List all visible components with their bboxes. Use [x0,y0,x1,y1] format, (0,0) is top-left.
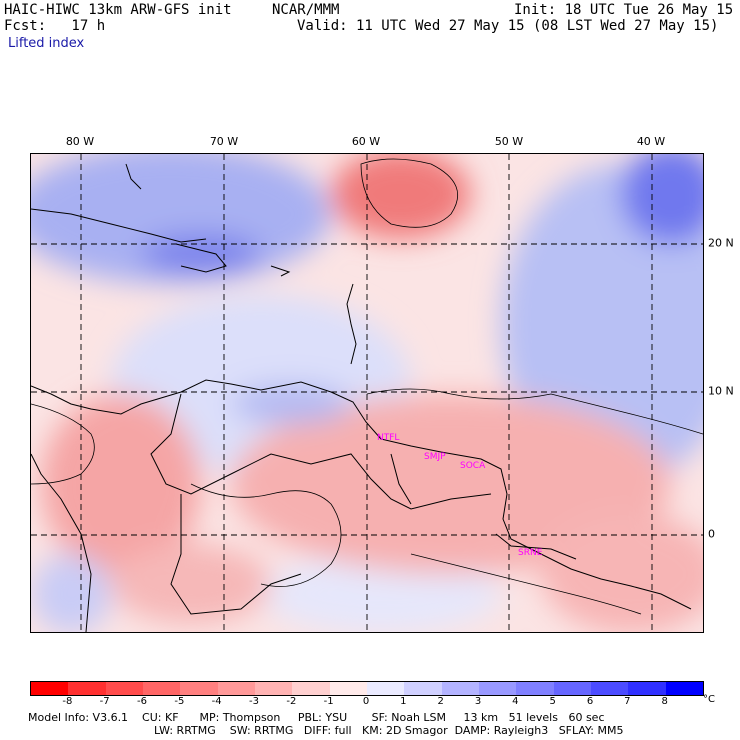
colorbar-tick-label: -2 [286,696,297,707]
footer-model-info: Model Info: V3.6.1 CU: KF MP: Thompson P… [28,711,605,724]
colorbar-swatch [628,682,666,695]
colorbar-swatch [292,682,330,695]
lifted-index-map[interactable]: NTFL SMJP SOCA SRNE [30,153,704,633]
colorbar-swatch [590,682,629,695]
colorbar-tick-label: -6 [137,696,147,707]
colorbar-swatch [31,682,69,695]
colorbar-tick-label: -5 [174,696,185,707]
colorbar-tick-label: -4 [211,696,222,707]
lon-label: 70 W [209,135,239,148]
title-line1-center: NCAR/MMM [272,2,340,18]
lon-label: 50 W [494,135,524,148]
colorbar-swatch [180,682,218,695]
valid-time: Valid: 11 UTC Wed 27 May 15 (08 LST Wed … [297,18,719,34]
colorbar-swatch [553,682,591,695]
colorbar-tick-label: 6 [586,696,594,707]
colorbar [30,681,704,696]
colorbar-tick-label: 3 [474,696,482,707]
colorbar-tick-label: 0 [362,696,370,707]
station-label: NTFL [377,433,400,443]
colorbar-swatch [217,682,255,695]
colorbar-tick-label: -3 [249,696,259,707]
colorbar-swatch [142,682,181,695]
contour-lines [31,158,703,615]
colorbar-tick-label: 5 [549,696,556,707]
colorbar-tick-label: -8 [62,696,73,707]
colorbar-swatch [441,682,479,695]
colorbar-swatch [329,682,367,695]
lat-label: 0 [708,527,715,541]
colorbar-tick-label: 2 [437,696,444,707]
lon-label: 60 W [351,135,381,148]
colorbar-swatch [665,682,703,695]
colorbar-tick-label: 8 [661,696,668,707]
title-line1-left: HAIC-HIWC 13km ARW-GFS init [4,2,232,18]
station-label: SRNE [518,548,543,558]
field-name: Lifted index [8,36,85,51]
colorbar-tick-label: -1 [323,696,334,707]
colorbar-swatch [254,682,293,695]
forecast-hour: Fcst: 17 h [4,18,106,34]
colorbar-swatch [516,682,554,695]
lon-label: 40 W [636,135,666,148]
colorbar-swatch [366,682,405,695]
lon-label: 80 W [65,135,95,148]
colorbar-tick-label: 4 [512,696,519,707]
lat-lon-grid [31,154,703,632]
colorbar-tick-label: 7 [624,696,631,707]
colorbar-tick-label: -7 [99,696,110,707]
station-label: SOCA [460,461,486,471]
colorbar-tick-label: 1 [400,696,407,707]
colorbar-swatch [478,682,517,695]
station-label: SMJP [424,452,446,462]
coastlines [31,163,692,632]
colorbar-unit: °C [703,694,715,705]
colorbar-swatch [404,682,442,695]
lat-label: 20 N [708,236,734,250]
map-canvas [31,154,703,632]
colorbar-swatch [68,682,106,695]
colorbar-swatch [105,682,143,695]
footer-physics-info: LW: RRTMG SW: RRTMG DIFF: full KM: 2D Sm… [154,724,624,737]
lat-label: 10 N [708,384,734,398]
init-time: Init: 18 UTC Tue 26 May 15 [514,2,734,18]
